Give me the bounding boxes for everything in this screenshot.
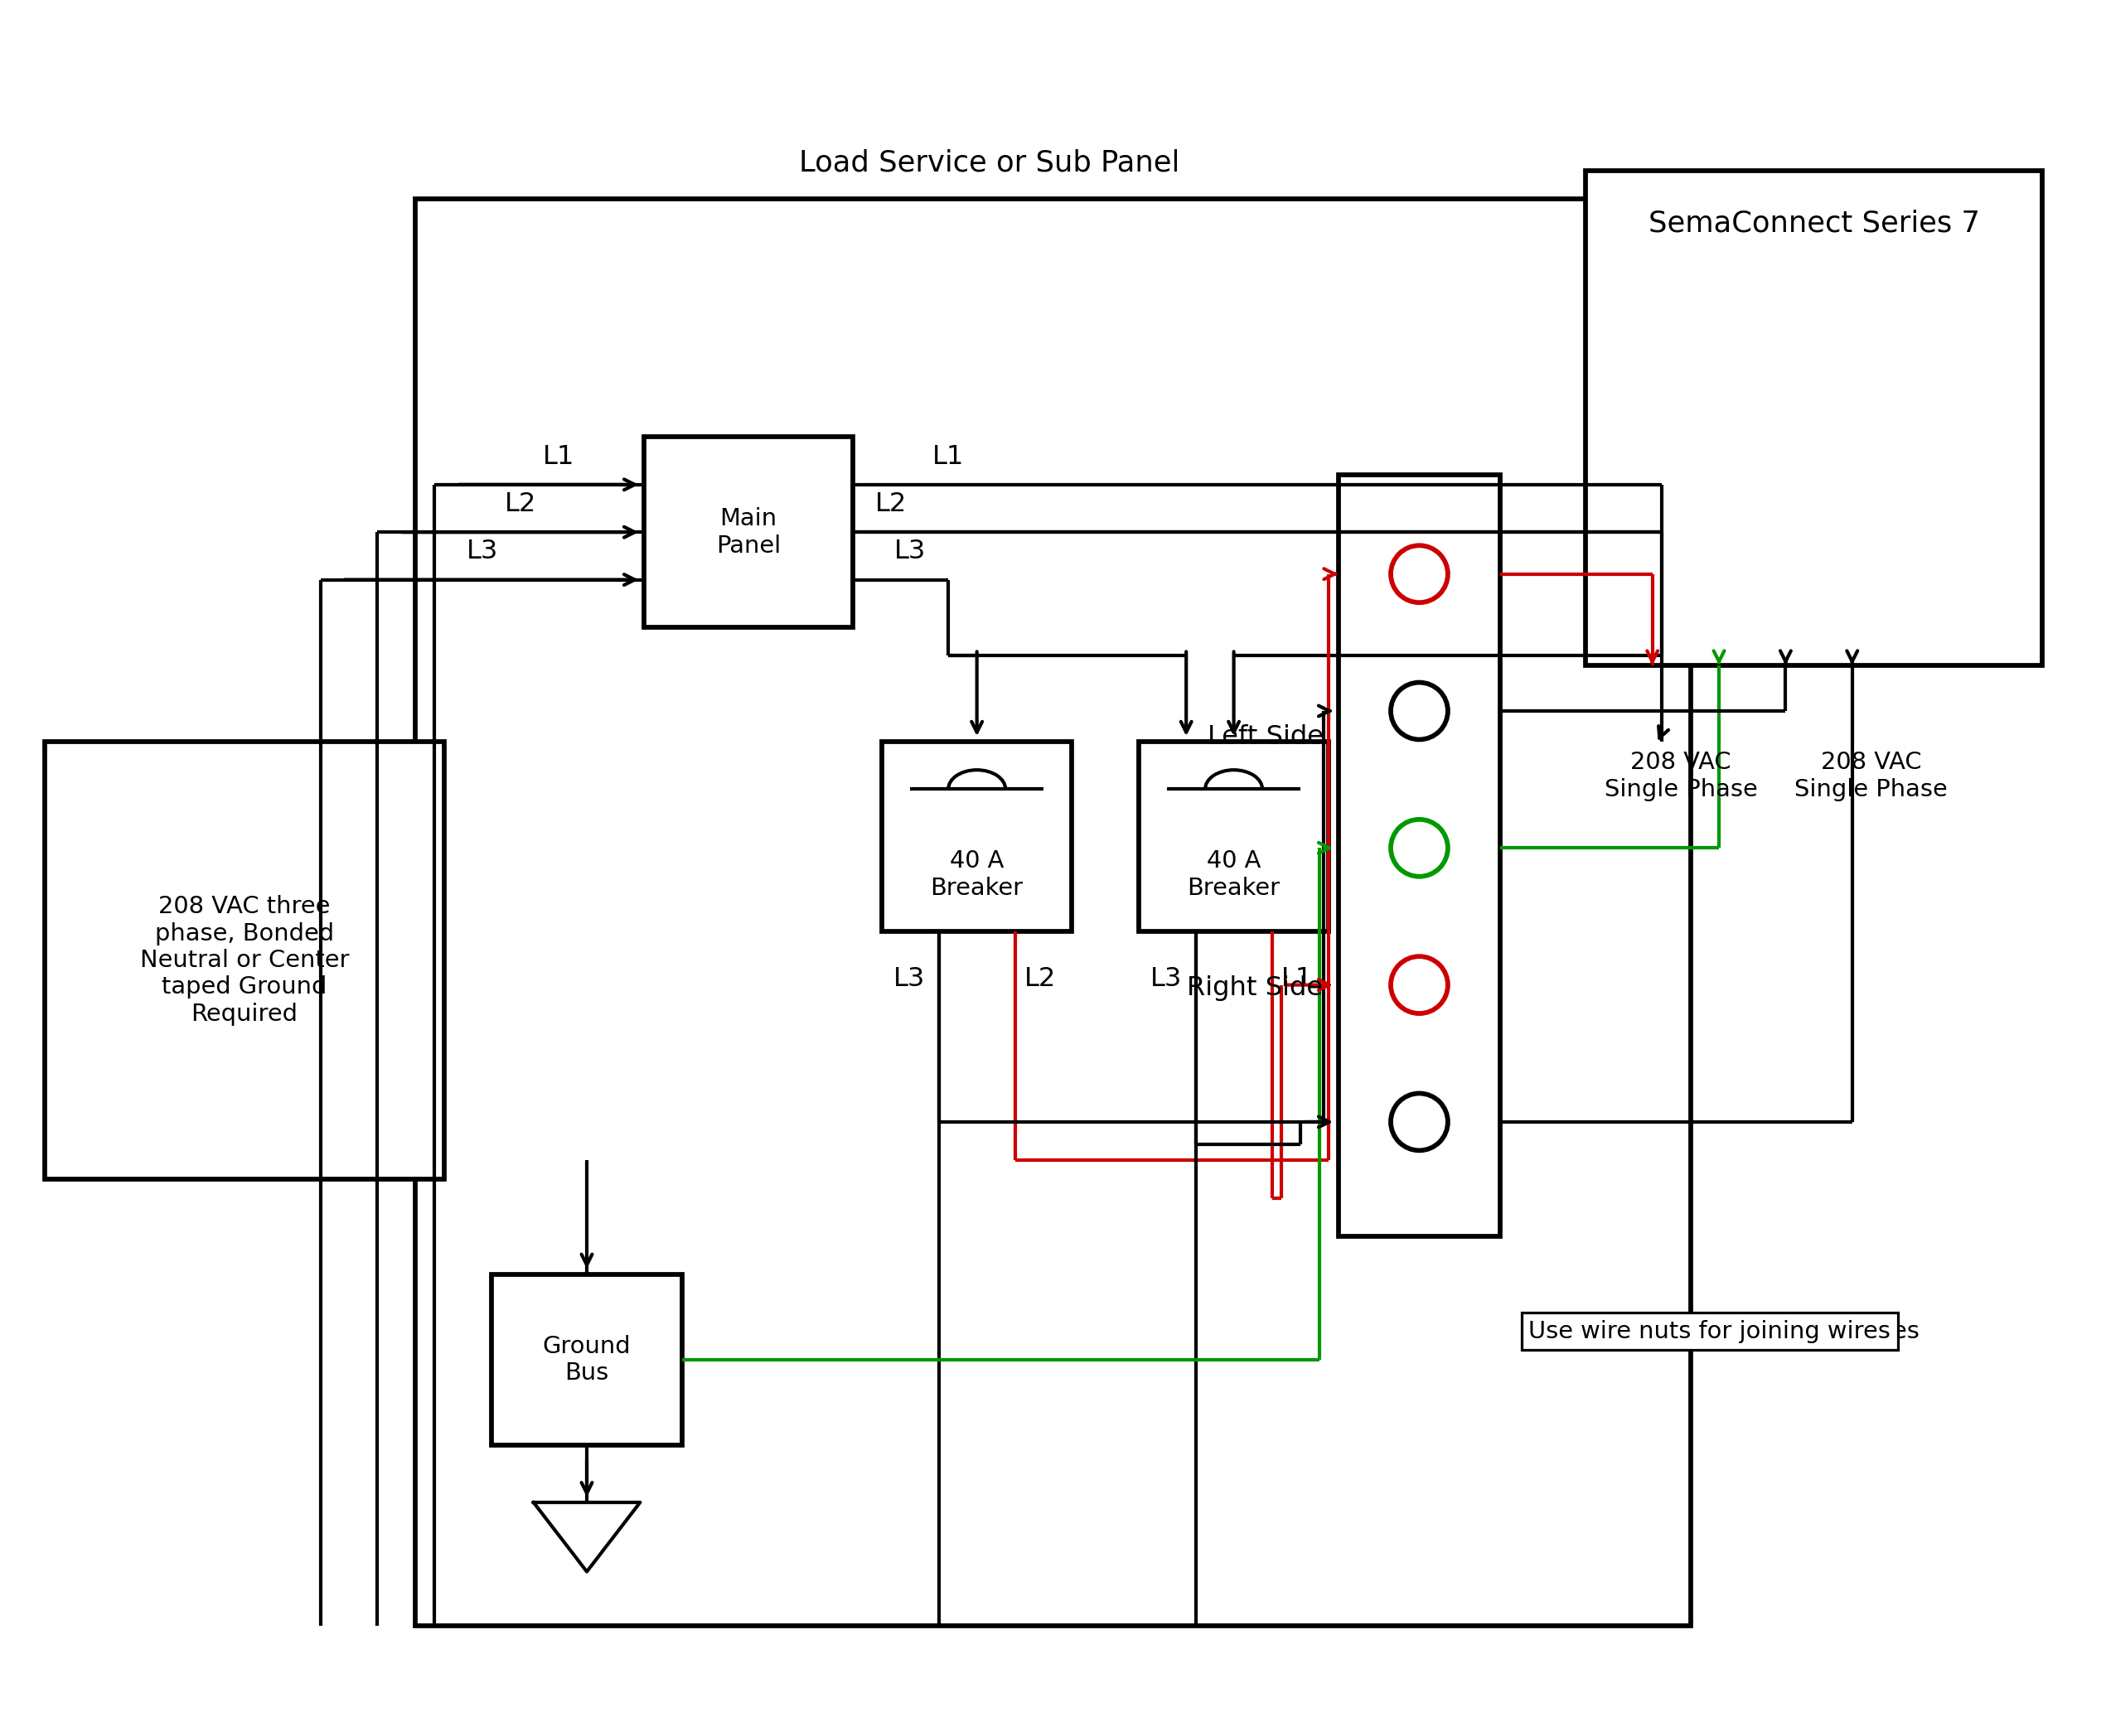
Text: 208 VAC
Single Phase: 208 VAC Single Phase	[1794, 752, 1948, 800]
Bar	[882, 741, 1072, 932]
Text: Right Side: Right Side	[1188, 976, 1323, 1002]
Text: Main
Panel: Main Panel	[716, 507, 781, 557]
Text: L3: L3	[1150, 967, 1181, 993]
Text: 208 VAC
Single Phase: 208 VAC Single Phase	[1605, 752, 1759, 800]
Text: 40 A
Breaker: 40 A Breaker	[931, 849, 1024, 899]
Bar	[1139, 741, 1329, 932]
Text: L1: L1	[933, 444, 965, 469]
Text: Use wire nuts for joining wires: Use wire nuts for joining wires	[1529, 1319, 1891, 1344]
Text: L2: L2	[1024, 967, 1057, 993]
Text: L2: L2	[503, 491, 537, 517]
Text: Load Service or Sub Panel: Load Service or Sub Panel	[798, 148, 1179, 177]
Text: L1: L1	[543, 444, 575, 469]
Text: SemaConnect Series 7: SemaConnect Series 7	[1649, 208, 1980, 238]
Bar	[415, 200, 1691, 1627]
Text: L3: L3	[895, 538, 927, 564]
Bar	[44, 741, 444, 1179]
Text: Ground
Bus: Ground Bus	[543, 1335, 632, 1385]
Text: 208 VAC three
phase, Bonded
Neutral or Center
taped Ground
Required: 208 VAC three phase, Bonded Neutral or C…	[139, 896, 350, 1026]
Bar	[1586, 170, 2043, 665]
Bar	[644, 437, 853, 627]
Text: Left Side: Left Side	[1207, 724, 1323, 750]
Bar	[1339, 476, 1499, 1236]
Text: Use wire nuts for joining wires: Use wire nuts for joining wires	[1556, 1319, 1919, 1344]
Text: 40 A
Breaker: 40 A Breaker	[1188, 849, 1280, 899]
Text: L1: L1	[1280, 967, 1314, 993]
Bar	[491, 1274, 682, 1446]
Text: L2: L2	[876, 491, 908, 517]
Text: L3: L3	[465, 538, 497, 564]
Text: L3: L3	[893, 967, 925, 993]
